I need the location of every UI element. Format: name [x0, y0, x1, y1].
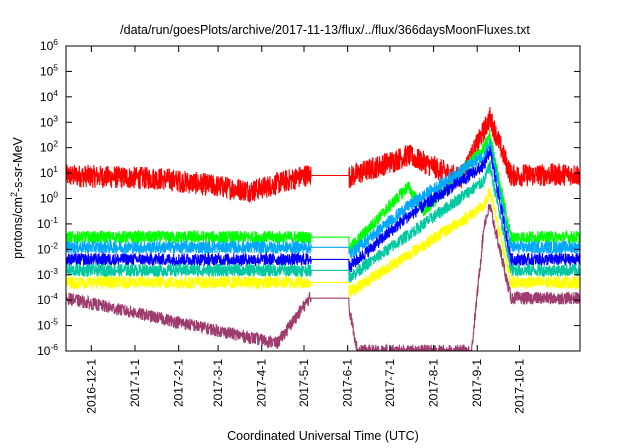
series-line — [66, 138, 580, 259]
y-tick-label: 10-1 — [37, 215, 58, 231]
y-tick-label: 10-2 — [37, 240, 58, 256]
y-tick-label: 10-5 — [37, 317, 58, 333]
x-tick-label: 2017-2-1 — [172, 359, 186, 407]
series-line — [66, 160, 580, 283]
x-tick-label: 2017-6-1 — [341, 359, 355, 407]
x-tick-label: 2017-5-1 — [297, 359, 311, 407]
x-tick-label: 2017-8-1 — [427, 359, 441, 407]
y-tick-label: 102 — [40, 139, 58, 155]
x-tick-label: 2017-7-1 — [383, 359, 397, 407]
y-tick-label: 106 — [40, 37, 58, 53]
y-tick-label: 100 — [40, 190, 58, 206]
y-tick-label: 105 — [40, 62, 58, 78]
x-tick-label: 2017-9-1 — [470, 359, 484, 407]
y-tick-label: 10-3 — [37, 266, 58, 282]
series-line — [66, 145, 580, 273]
y-tick-label: 103 — [40, 113, 58, 129]
y-tick-label: 10-4 — [37, 291, 58, 307]
x-tick-label: 2017-1-1 — [128, 359, 142, 407]
x-tick-label: 2017-4-1 — [255, 359, 269, 407]
series-line — [66, 107, 580, 204]
series-line — [66, 204, 580, 351]
chart-title: /data/run/goesPlots/archive/2017-11-13/f… — [120, 23, 530, 37]
y-axis-label: protons/cm2-s-sr-MeV — [9, 136, 25, 258]
x-axis-label: Coordinated Universal Time (UTC) — [227, 429, 419, 443]
x-tick-label: 2017-3-1 — [211, 359, 225, 407]
series-line — [66, 188, 580, 299]
x-tick-label: 2017-10-1 — [512, 359, 526, 414]
y-tick-label: 101 — [40, 164, 58, 180]
x-tick-label: 2016-12-1 — [84, 359, 98, 414]
y-tick-label: 10-6 — [37, 342, 58, 358]
y-tick-label: 104 — [40, 88, 58, 104]
